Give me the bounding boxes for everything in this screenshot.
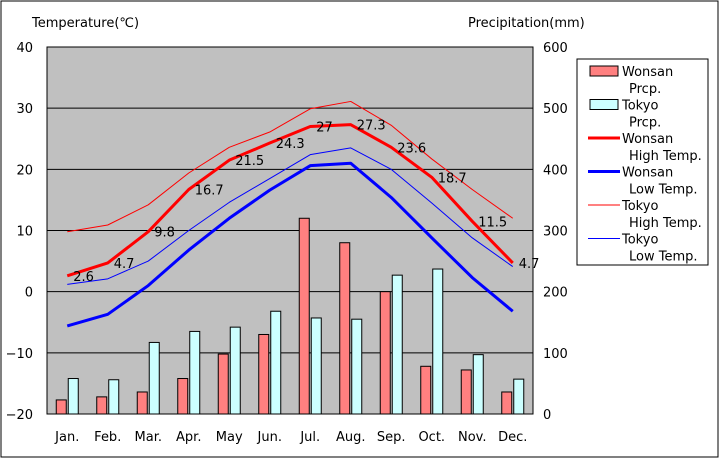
right-tick-label: 100 — [543, 347, 568, 362]
right-tick-label: 300 — [543, 225, 568, 240]
wonsan-precip-bar — [298, 217, 310, 415]
wonsan-precip-bar — [420, 365, 432, 415]
x-axis-ticks: Jan. Feb. Mar. Apr. May Jun. Jul. Aug. Sep. Oct. N… — [54, 430, 527, 445]
x-tick-label: Sep. — [377, 430, 406, 445]
legend-label: Wonsan — [622, 166, 673, 181]
wonsan-precip-bar — [217, 353, 229, 415]
right-tick-label: 400 — [543, 163, 568, 178]
right-tick-label: 200 — [543, 286, 568, 301]
tokyo-precip-bar — [189, 330, 201, 415]
wonsan-high-data-label: 23.6 — [397, 141, 426, 156]
wonsan-precip-bar — [379, 291, 391, 415]
tokyo-precip-bar — [148, 341, 160, 415]
tokyo-precip-bar — [108, 379, 120, 415]
wonsan-precip-bar — [339, 242, 351, 415]
legend-label: Wonsan — [622, 132, 673, 147]
legend-label: Tokyo — [621, 199, 658, 214]
left-tick-label: −20 — [6, 408, 33, 423]
wonsan-precip-bar — [136, 391, 148, 415]
tokyo-precip-bar — [67, 378, 79, 415]
tokyo-precip-bar — [391, 274, 403, 415]
tokyo-low-temp-line — [67, 147, 514, 285]
left-tick-label: 10 — [16, 225, 33, 240]
wonsan-high-temp-line — [66, 123, 514, 278]
x-tick-label: Aug. — [336, 430, 366, 445]
wonsan-precip-bar — [501, 391, 513, 415]
legend-box — [576, 58, 709, 266]
legend-label-sub: Low Temp. — [629, 183, 698, 198]
data-labels: 2.6 4.7 9.8 16.7 21.5 24.3 27 27.3 23.6 18.7 11.5 4… — [73, 119, 539, 285]
wonsan-high-data-label: 18.7 — [438, 171, 467, 186]
tokyo-precip-bar — [270, 310, 282, 415]
legend-bar-swatch — [589, 65, 619, 77]
tokyo-precip-bar — [513, 378, 525, 415]
wonsan-high-data-label: 4.7 — [519, 257, 540, 272]
wonsan-precip-bar — [96, 396, 108, 415]
legend-label-sub: High Temp. — [629, 149, 702, 164]
left-axis-ticks: 40 30 20 10 0 −10 −20 — [6, 41, 33, 423]
right-tick-label: 500 — [543, 102, 568, 117]
wonsan-precip-bar — [177, 378, 189, 415]
legend-label-sub: High Temp. — [629, 216, 702, 231]
left-tick-label: 40 — [16, 41, 33, 56]
tokyo-precip-bar — [310, 317, 322, 415]
precipitation-bars — [55, 217, 525, 415]
wonsan-high-data-label: 11.5 — [478, 215, 507, 230]
wonsan-high-data-label: 4.7 — [114, 257, 135, 272]
right-axis-title: Precipitation(mm) — [468, 16, 585, 31]
x-tick-label: Oct. — [418, 430, 445, 445]
wonsan-high-data-label: 16.7 — [195, 184, 224, 199]
legend-label: Tokyo — [621, 99, 658, 114]
wonsan-low-temp-line — [66, 161, 514, 328]
tokyo-precip-bar — [229, 326, 241, 415]
wonsan-high-data-label: 9.8 — [154, 226, 175, 241]
legend-label: Wonsan — [622, 65, 673, 80]
x-tick-label: Jul. — [299, 430, 320, 445]
wonsan-high-data-label: 24.3 — [276, 137, 305, 152]
legend-label-sub: Prcp. — [629, 116, 661, 131]
left-tick-label: −10 — [6, 347, 33, 362]
temperature-lines — [66, 100, 514, 328]
x-tick-label: Jun. — [257, 430, 282, 445]
right-axis-ticks: 600 500 400 300 200 100 0 — [543, 41, 568, 423]
wonsan-precip-bar — [55, 399, 67, 415]
legend-label-sub: Prcp. — [629, 82, 661, 97]
gridlines — [47, 107, 533, 354]
left-tick-label: 30 — [16, 102, 33, 117]
x-tick-label: May — [216, 430, 243, 445]
x-tick-label: Apr. — [176, 430, 201, 445]
x-tick-label: Dec. — [498, 430, 527, 445]
x-tick-label: Jan. — [54, 430, 79, 445]
wonsan-precip-bar — [258, 333, 270, 415]
left-tick-label: 0 — [25, 286, 33, 301]
right-tick-label: 600 — [543, 41, 568, 56]
legend-label: Tokyo — [621, 233, 658, 248]
x-tick-label: Mar. — [135, 430, 162, 445]
wonsan-high-data-label: 27.3 — [357, 119, 386, 134]
wonsan-precip-bar — [460, 369, 472, 415]
right-tick-label: 0 — [543, 408, 551, 423]
wonsan-high-data-label: 21.5 — [235, 154, 264, 169]
x-tick-label: Nov. — [458, 430, 487, 445]
tokyo-precip-bar — [472, 354, 484, 415]
tokyo-precip-bar — [351, 318, 363, 415]
left-axis-title: Temperature(℃) — [31, 16, 139, 31]
x-tick-label: Feb. — [94, 430, 121, 445]
tokyo-precip-bar — [432, 268, 444, 415]
wonsan-high-data-label: 27 — [316, 121, 333, 136]
wonsan-high-data-label: 2.6 — [73, 270, 94, 285]
legend-label-sub: Low Temp. — [629, 250, 698, 265]
legend-bar-swatch — [589, 99, 619, 110]
tokyo-high-temp-line — [67, 100, 514, 233]
left-tick-label: 20 — [16, 163, 33, 178]
